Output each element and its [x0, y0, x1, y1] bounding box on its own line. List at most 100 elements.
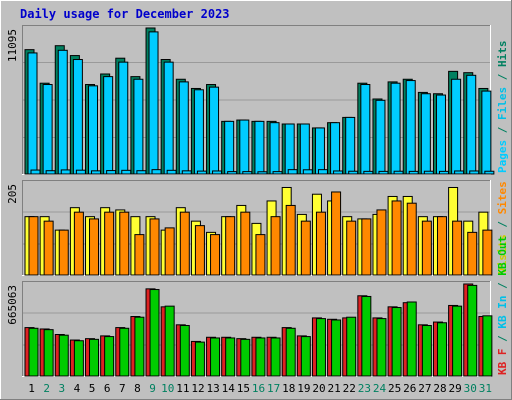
legend-entry: KB Out: [496, 236, 509, 276]
x-tick-label: 16: [252, 382, 265, 395]
bar-kb-out: [89, 338, 100, 377]
bar-pages: [393, 170, 404, 175]
bar-kb-out: [391, 307, 402, 377]
bar-files: [72, 59, 83, 175]
bar-files: [284, 123, 295, 175]
bar-pages: [438, 170, 449, 175]
bar-files: [405, 80, 416, 175]
bar-files: [269, 122, 280, 175]
bar-sites: [467, 231, 478, 276]
bar-sites: [270, 216, 281, 276]
bar-pages: [166, 169, 177, 175]
bar-pages: [378, 170, 389, 175]
bar-pages: [302, 169, 313, 175]
bar-kb-out: [240, 338, 251, 377]
bar-kb-out: [119, 327, 130, 377]
bar-sites: [119, 211, 130, 276]
bar-files: [254, 120, 265, 175]
bar-sites: [225, 216, 236, 276]
bar-kb-out: [164, 305, 175, 377]
bar-kb-out: [149, 289, 160, 377]
x-tick-label: 12: [191, 382, 204, 395]
panel-hits: 11095 Pages / Files / Hits: [6, 25, 509, 175]
x-tick-label: 25: [388, 382, 401, 395]
bar-files: [163, 61, 174, 175]
bar-kb-out: [104, 336, 115, 377]
x-tick-label: 17: [267, 382, 280, 395]
bar-pages: [136, 170, 147, 175]
bar-pages: [45, 170, 56, 175]
bar-files: [148, 31, 159, 175]
bar-pages: [75, 169, 86, 175]
y-max-label: 665063: [6, 285, 19, 325]
bar-sites: [28, 216, 39, 276]
bar-pages: [151, 169, 162, 175]
bar-pages: [196, 170, 207, 175]
panel-visits: 205 Visits / Sites: [6, 180, 509, 276]
bar-kb-out: [452, 305, 463, 377]
x-tick-label: 23: [358, 382, 371, 395]
bar-files: [420, 93, 431, 175]
bar-sites: [134, 234, 145, 276]
bar-pages: [272, 171, 283, 175]
x-tick-label: 14: [222, 382, 236, 395]
x-tick-label: 21: [328, 382, 341, 395]
bar-sites: [285, 204, 296, 276]
x-tick-label: 6: [104, 382, 111, 395]
x-tick-label: 29: [449, 382, 462, 395]
y-max-label: 205: [6, 184, 19, 204]
x-tick-label: 19: [297, 382, 310, 395]
bar-kb-out: [482, 315, 493, 377]
x-tick-label: 1: [28, 382, 35, 395]
bar-kb-out: [361, 295, 372, 377]
bar-sites: [376, 209, 387, 276]
legend-entry: /: [496, 276, 509, 296]
bar-files: [481, 90, 492, 175]
bar-files: [88, 85, 99, 175]
bar-sites: [482, 229, 493, 276]
chart-title: Daily usage for December 2023: [20, 7, 230, 21]
bar-sites: [436, 216, 447, 276]
x-tick-label: 10: [161, 382, 174, 395]
bar-sites: [210, 234, 221, 276]
bar-kb-out: [194, 341, 205, 377]
legend-entry: Visits: [496, 234, 509, 274]
bar-sites: [164, 227, 175, 276]
bar-sites: [104, 211, 115, 276]
bar-kb-out: [73, 340, 84, 377]
bar-pages: [454, 170, 465, 175]
bar-files: [57, 49, 68, 175]
bar-sites: [452, 220, 463, 276]
bar-files: [118, 61, 129, 175]
bar-files: [133, 78, 144, 175]
bar-sites: [300, 220, 311, 276]
legend-entry: Pages: [496, 140, 509, 173]
bar-pages: [91, 170, 102, 175]
bar-sites: [58, 229, 69, 276]
legend-entry: KB F: [496, 349, 509, 376]
bar-pages: [181, 170, 192, 175]
x-tick-label: 24: [373, 382, 387, 395]
x-tick-label: 8: [134, 382, 141, 395]
bar-kb-out: [285, 327, 296, 377]
bar-pages: [227, 171, 238, 175]
legend-entry: /: [496, 214, 509, 234]
x-tick-label: 28: [433, 382, 446, 395]
legend-entry: /: [496, 67, 509, 87]
legend-entry: KB In: [496, 296, 509, 329]
bar-files: [314, 127, 325, 175]
bar-files: [451, 78, 462, 175]
bar-kb-out: [179, 325, 190, 377]
bar-kb-out: [210, 337, 221, 377]
x-tick-label: 9: [149, 382, 156, 395]
legend-label: KB F / KB In / KB Out: [496, 236, 509, 375]
bar-pages: [408, 170, 419, 175]
bar-files: [299, 123, 310, 175]
bar-pages: [287, 169, 298, 175]
bar-sites: [179, 211, 190, 276]
bar-files: [360, 84, 371, 175]
bar-files: [345, 116, 356, 175]
bar-kb-out: [300, 336, 311, 377]
bar-kb-out: [270, 337, 281, 377]
bar-files: [209, 86, 220, 175]
